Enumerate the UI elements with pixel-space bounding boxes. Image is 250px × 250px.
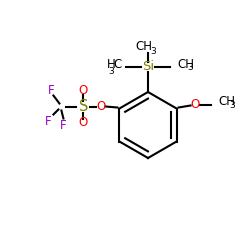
Text: CH: CH	[177, 58, 194, 70]
Text: F: F	[48, 84, 55, 97]
Text: F: F	[45, 115, 52, 128]
Text: S: S	[79, 99, 88, 114]
Text: 3: 3	[230, 101, 235, 110]
Text: 3: 3	[187, 64, 193, 72]
Text: CH: CH	[218, 95, 236, 108]
Text: O: O	[79, 84, 88, 97]
Text: CH: CH	[136, 40, 152, 54]
Text: 3: 3	[108, 66, 114, 76]
Text: Si: Si	[142, 60, 154, 74]
Text: C: C	[114, 58, 122, 70]
Text: O: O	[97, 100, 106, 113]
Text: F: F	[60, 119, 67, 132]
Text: O: O	[190, 98, 199, 111]
Text: H: H	[106, 58, 116, 70]
Text: 3: 3	[150, 46, 156, 56]
Text: O: O	[79, 116, 88, 129]
